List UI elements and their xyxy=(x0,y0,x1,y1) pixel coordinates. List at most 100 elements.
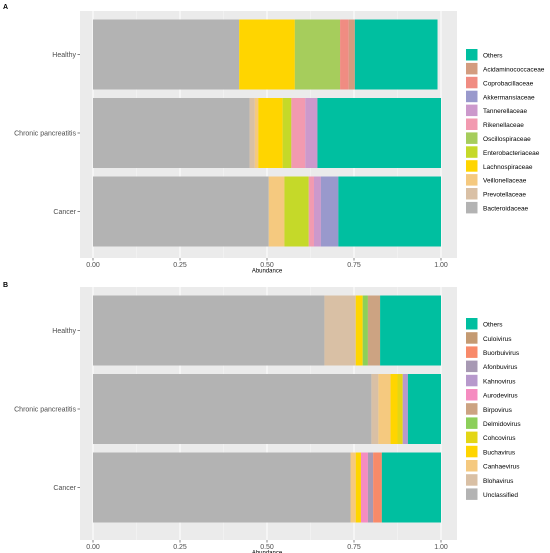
bar-segment xyxy=(397,374,403,444)
chart-panel-a: A 0.00 0.25 0.50 0.75 1.00 Abundance Healthy Chr… xyxy=(3,4,545,275)
y-tick-label: Cancer xyxy=(53,485,76,492)
y-tick-label: Healthy xyxy=(52,52,76,59)
bar-segment xyxy=(313,176,321,247)
legend-key xyxy=(466,474,478,486)
legend-label: Cohcovirus xyxy=(483,435,516,442)
legend-key xyxy=(466,160,478,172)
bar-segment xyxy=(93,452,351,523)
legend-key xyxy=(466,132,478,144)
legend-key xyxy=(466,417,478,429)
legend-label: Veillonellaceae xyxy=(483,178,527,185)
legend-key xyxy=(466,389,478,401)
x-tick-label: 0.50 xyxy=(260,544,274,551)
legend-label: Tannerellaceae xyxy=(483,108,527,115)
x-tick-label: 0.00 xyxy=(86,544,100,551)
bar-segment xyxy=(367,452,374,523)
bar-segment xyxy=(360,452,368,523)
legend-label: Lachnospiraceae xyxy=(483,164,533,171)
bar-segment xyxy=(348,19,355,90)
bar-segment xyxy=(282,98,292,168)
legend-label: Canhaevirus xyxy=(483,464,520,471)
chart-panel-b: B 0.00 0.25 0.50 0.75 1.00 Abundance Healthy Chr… xyxy=(3,282,521,553)
legend-key xyxy=(466,460,478,472)
bar-segment xyxy=(407,374,441,444)
legend-label: Rikenellaceae xyxy=(483,122,524,129)
legend-key xyxy=(466,374,478,387)
legend-key xyxy=(466,76,478,89)
legend-label: Kahnovirus xyxy=(483,378,516,385)
legend-label: Buchavirus xyxy=(483,449,516,456)
bar-segment xyxy=(284,176,309,247)
y-tick-label: Chronic pancreatitis xyxy=(14,131,76,138)
bar-segment xyxy=(371,374,379,444)
bar-segment xyxy=(291,98,306,168)
bar-segment xyxy=(373,452,382,523)
bar-segment xyxy=(93,19,240,90)
x-tick-label: 0.25 xyxy=(173,262,187,269)
legend-label: Unclassified xyxy=(483,492,518,499)
bar-segment xyxy=(380,295,441,366)
legend-key xyxy=(466,431,478,444)
bar-segment xyxy=(294,19,341,90)
x-tick-label: 0.25 xyxy=(173,544,187,551)
legend-label: Enterobacteriaceae xyxy=(483,150,540,157)
bar-segment xyxy=(308,176,314,247)
y-tick-label: Healthy xyxy=(52,328,76,335)
legend-key xyxy=(466,118,478,130)
legend-key xyxy=(466,346,478,358)
bar-segment xyxy=(320,176,339,247)
legend-label: Acidaminococcaceae xyxy=(483,67,545,74)
bar-segment xyxy=(324,295,356,366)
bar-segment xyxy=(378,374,391,444)
x-tick-label: 0.75 xyxy=(347,262,361,269)
bar-segment xyxy=(258,98,283,168)
x-tick-label: 1.00 xyxy=(434,544,448,551)
bar-segment xyxy=(239,19,295,90)
legend-key xyxy=(466,188,478,200)
legend-label: Buorbuivirus xyxy=(483,350,520,357)
bar-segment xyxy=(338,176,441,247)
legend-key xyxy=(466,332,478,344)
x-tick-label: 0.00 xyxy=(86,262,100,269)
bar-segment xyxy=(355,295,363,366)
legend-label: Others xyxy=(483,53,503,60)
legend-label: Blohavirus xyxy=(483,478,514,485)
legend-label: Akkermansiaceae xyxy=(483,94,535,101)
legend-key xyxy=(466,104,478,117)
x-axis-title: Abundance xyxy=(252,551,283,553)
legend-key xyxy=(466,62,478,75)
bar-segment xyxy=(355,452,361,523)
legend-label: Birpovirus xyxy=(483,407,513,414)
bar-segment xyxy=(254,98,259,168)
bar-segment xyxy=(249,98,255,168)
legend-key xyxy=(466,445,478,458)
legend-label: Others xyxy=(483,322,503,329)
bar-segment xyxy=(367,295,381,366)
x-tick-label: 0.75 xyxy=(347,544,361,551)
x-tick-label: 1.00 xyxy=(434,262,448,269)
bar-segment xyxy=(305,98,318,168)
bar-segment xyxy=(268,176,285,247)
bar-segment xyxy=(350,452,356,523)
legend-key xyxy=(466,360,478,373)
bar-segment xyxy=(93,374,372,444)
legend-label: Prevotellaceae xyxy=(483,192,526,199)
bar-segment xyxy=(402,374,408,444)
bar-segment xyxy=(354,19,438,90)
legend-key xyxy=(466,318,478,330)
legend-label: Oscillospiraceae xyxy=(483,136,531,143)
legend-label: Delmidovirus xyxy=(483,421,521,428)
legend-key xyxy=(466,174,478,186)
legend-key xyxy=(466,201,478,214)
legend-key xyxy=(466,49,478,61)
legend-label: Bacteroidaceae xyxy=(483,206,529,213)
legend-label: Aurodevirus xyxy=(483,393,518,400)
bar-segment xyxy=(362,295,368,366)
legend-key xyxy=(466,403,478,415)
bar-segment xyxy=(93,295,325,366)
bar-segment xyxy=(93,98,250,168)
bar-segment xyxy=(381,452,441,523)
x-tick-label: 0.50 xyxy=(260,262,274,269)
y-tick-label: Chronic pancreatitis xyxy=(14,407,76,414)
